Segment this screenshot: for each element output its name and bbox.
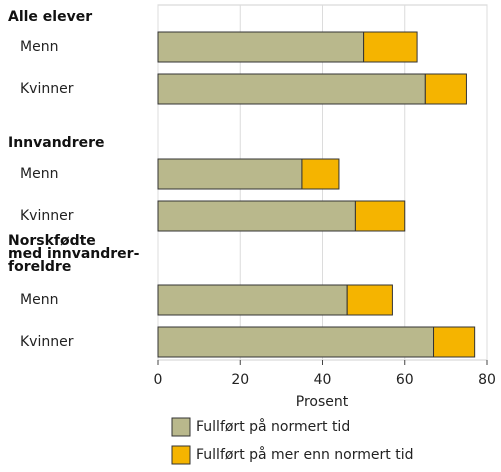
x-axis-label: Prosent bbox=[296, 394, 349, 410]
legend-swatch bbox=[171, 445, 191, 465]
bar-segment bbox=[157, 73, 426, 105]
y-tick-label: Kvinner bbox=[20, 208, 74, 224]
bar-segment bbox=[157, 284, 348, 316]
bar-segment bbox=[157, 200, 356, 232]
y-tick-label: Kvinner bbox=[20, 334, 74, 350]
bar-segment bbox=[363, 31, 418, 63]
x-tick-label: 60 bbox=[396, 372, 414, 388]
bar-segment bbox=[354, 200, 406, 232]
bar-segment bbox=[433, 326, 476, 358]
x-tick-label: 0 bbox=[154, 372, 163, 388]
bar-segment bbox=[424, 73, 467, 105]
x-tick-label: 80 bbox=[478, 372, 496, 388]
bar-segment bbox=[157, 31, 365, 63]
y-tick-label: Menn bbox=[20, 292, 58, 308]
x-tick-label: 20 bbox=[231, 372, 249, 388]
bar-segment bbox=[301, 158, 340, 190]
y-tick-label: Menn bbox=[20, 39, 58, 55]
y-tick-label: Kvinner bbox=[20, 81, 74, 97]
bar-segment bbox=[157, 158, 303, 190]
group-label: Alle elever bbox=[8, 9, 93, 25]
legend-swatch bbox=[171, 417, 191, 437]
y-tick-label: Menn bbox=[20, 166, 58, 182]
legend-label: Fullført på normert tid bbox=[196, 418, 350, 435]
group-label: Innvandrere bbox=[8, 135, 105, 151]
bar-segment bbox=[346, 284, 393, 316]
legend-label: Fullført på mer enn normert tid bbox=[196, 446, 413, 463]
x-tick-label: 40 bbox=[314, 372, 332, 388]
group-label: Norskfødte med innvandrer- foreldre bbox=[8, 233, 140, 275]
bar-segment bbox=[157, 326, 435, 358]
